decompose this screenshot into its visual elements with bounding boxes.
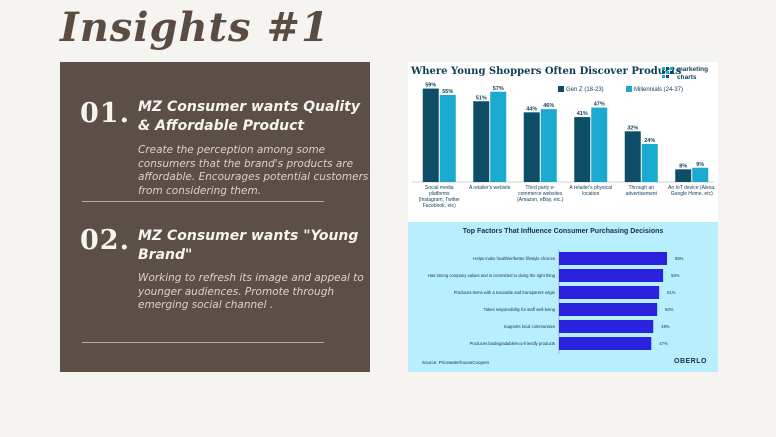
insight-2-heading: MZ Consumer wants "Young Brand"	[138, 228, 359, 263]
insight-1-heading: MZ Consumer wants Quality & Affordable P…	[138, 99, 360, 134]
factor-bar-1	[559, 269, 664, 282]
legend-millennials: Millennials (24-37)	[626, 86, 683, 93]
bar-millennials-4	[641, 144, 658, 182]
bar-value-label: 44%	[526, 106, 537, 112]
factor-bar-0	[559, 252, 667, 265]
factor-bar-4	[559, 320, 654, 333]
bar-value-label: 55%	[442, 89, 453, 95]
bar-value-label: 32%	[627, 125, 638, 131]
page-title: Insights #1	[60, 4, 330, 51]
insight-2-body: Working to refresh its image and appeal …	[138, 272, 364, 311]
factors-bar-chart: Helps make healthier/better lifestyle ch…	[428, 250, 684, 354]
bar-gen-z-2	[523, 112, 540, 182]
bar-millennials-2	[540, 109, 557, 182]
bar-value-label: 8%	[679, 163, 687, 169]
ob-chart-title: Top Factors That Influence Consumer Purc…	[462, 228, 664, 235]
bar-gen-z-1	[473, 101, 490, 182]
bar-millennials-3	[591, 107, 608, 182]
category-label-2: Third party e-commerce websites (Amazon, …	[517, 185, 564, 203]
bar-gen-z-0	[422, 88, 439, 182]
bar-value-label: 41%	[577, 111, 588, 117]
bar-gen-z-4	[624, 131, 641, 182]
factor-bar-2	[559, 286, 660, 299]
discovery-bar-chart: 59% 55% Social media platforms (Instagram, T…	[412, 83, 715, 209]
factor-label-2: Produces items with a traceable and tran…	[454, 290, 556, 295]
factor-label-5: Produces biodegradable/eco-friendly prod…	[470, 341, 555, 346]
oberlo-card: Top Factors That Influence Consumer Purc…	[408, 222, 718, 372]
insights-panel: 01. MZ Consumer wants Quality & Affordab…	[60, 62, 370, 372]
insight-1-body: Create the perception among some consume…	[138, 144, 369, 197]
factor-bar-3	[559, 303, 658, 316]
marketing-charts-logo: marketing charts	[662, 66, 716, 82]
legend-gen-z: Gen Z (18-23)	[558, 86, 604, 93]
factor-value-label: 55%	[675, 256, 684, 261]
legend-gen-z-swatch	[558, 86, 564, 92]
bar-millennials-1	[490, 91, 507, 182]
bar-value-label: 57%	[493, 86, 504, 92]
insight-1-number: 01.	[80, 98, 130, 129]
bar-value-label: 47%	[594, 102, 605, 108]
factor-value-label: 50%	[665, 307, 674, 312]
bar-value-label: 9%	[696, 162, 704, 168]
marketing-charts-logo-icon	[662, 67, 673, 78]
bar-millennials-5	[692, 167, 709, 182]
insight-divider-1	[82, 201, 324, 202]
ob-source: Source: PricewaterhouseCoopers	[422, 360, 490, 365]
marketing-charts-logo-text: marketing charts	[677, 66, 709, 81]
factor-label-0: Helps make healthier/better lifestyle ch…	[473, 256, 555, 261]
bar-value-label: 46%	[543, 103, 554, 109]
factor-value-label: 53%	[671, 273, 680, 278]
insight-2-number: 02.	[80, 225, 130, 256]
bar-value-label: 51%	[476, 95, 487, 101]
bar-value-label: 24%	[644, 138, 655, 144]
oberlo-logo: OBERLO	[674, 358, 707, 365]
category-label-5: An IoT device (Alexa, Google Home, etc)	[668, 185, 715, 197]
factor-value-label: 51%	[667, 290, 676, 295]
category-label-0: Social media platforms (Instagram, Twitter…	[419, 185, 461, 209]
marketing-charts-card: Where Young Shoppers Often Discover Prod…	[408, 62, 718, 222]
category-label-4: Through an advertisement	[626, 185, 658, 197]
factor-label-1: Has strong company values and is committ…	[428, 273, 556, 278]
category-label-1: A retailer's website	[469, 185, 511, 191]
factor-bar-5	[559, 337, 652, 350]
factor-label-4: Supports local communities	[504, 324, 555, 329]
insight-divider-2	[82, 342, 324, 343]
mc-chart-title: Where Young Shoppers Often Discover Prod…	[411, 66, 682, 77]
factor-value-label: 47%	[659, 341, 668, 346]
bar-value-label: 59%	[425, 83, 436, 89]
bar-millennials-0	[439, 94, 456, 182]
category-label-3: A retailer's physical location	[569, 185, 612, 197]
factor-value-label: 48%	[661, 324, 670, 329]
bar-gen-z-5	[675, 169, 692, 182]
legend-millennials-swatch	[626, 86, 632, 92]
bar-gen-z-3	[574, 117, 591, 182]
factor-label-3: Takes responsibility for staff well-bein…	[484, 307, 556, 312]
